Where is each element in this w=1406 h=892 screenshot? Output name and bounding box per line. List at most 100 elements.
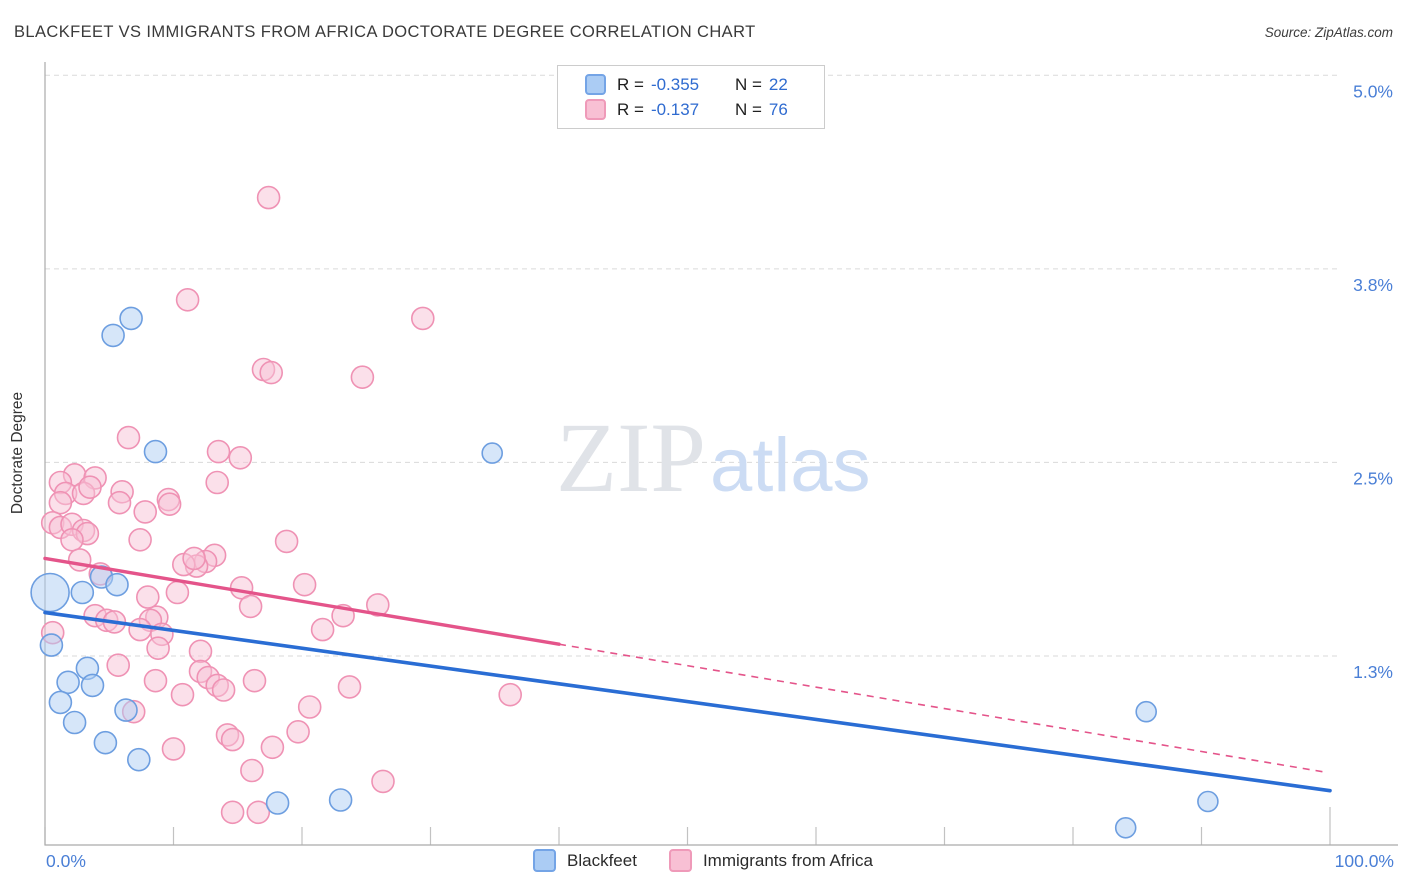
blackfeet-swatch	[585, 74, 606, 95]
data-point-africa	[260, 735, 285, 760]
data-point-blackfeet	[70, 580, 95, 605]
data-point-africa	[175, 287, 200, 312]
data-point-africa	[228, 445, 253, 470]
trend-line-blackfeet	[43, 610, 1332, 793]
watermark-atlas: atlas	[710, 423, 871, 508]
data-point-blackfeet	[119, 306, 143, 331]
data-point-blackfeet	[56, 670, 80, 695]
trend-line-africa-extension	[558, 643, 1325, 773]
chart-title: BLACKFEET VS IMMIGRANTS FROM AFRICA DOCT…	[14, 23, 756, 41]
data-point-africa	[371, 769, 395, 794]
data-point-africa	[259, 360, 284, 385]
data-point-africa	[286, 719, 310, 744]
plot-grid-layer: 5.0% 3.8% 2.5% 1.3%	[44, 62, 1398, 846]
data-point-africa	[240, 758, 264, 783]
africa-legend-swatch	[668, 849, 692, 872]
data-point-africa	[206, 439, 231, 464]
y-tick-label: 5.0%	[1353, 81, 1393, 101]
watermark: ZIPatlas	[556, 402, 871, 513]
n-value-africa: 76	[768, 99, 788, 119]
legend-row-africa: R = -0.137 N = 76	[585, 98, 812, 121]
data-point-blackfeet	[265, 791, 290, 815]
series-legend-item-africa: Immigrants from Africa	[668, 849, 873, 872]
data-point-africa	[337, 675, 362, 699]
data-point-africa	[107, 490, 132, 515]
data-point-africa	[350, 365, 375, 390]
y-tick-label: 1.3%	[1353, 662, 1393, 682]
data-point-blackfeet	[1114, 816, 1137, 839]
x-axis-label-min: 0.0%	[46, 851, 86, 871]
data-point-blackfeet	[481, 442, 504, 464]
r-label: R =	[617, 74, 644, 94]
data-point-africa	[292, 572, 317, 597]
data-point-africa	[67, 548, 92, 572]
data-point-africa	[220, 727, 245, 752]
data-point-africa	[48, 490, 73, 515]
data-point-blackfeet	[1135, 700, 1157, 723]
y-tick-label: 3.8%	[1353, 275, 1393, 295]
data-point-blackfeet	[328, 788, 353, 812]
data-point-africa	[60, 527, 84, 552]
data-point-africa	[256, 185, 281, 210]
data-point-africa	[365, 593, 390, 617]
data-point-africa	[246, 800, 271, 825]
data-point-africa	[182, 546, 206, 571]
blackfeet-legend-label: Blackfeet	[567, 850, 637, 870]
data-point-africa	[238, 594, 263, 619]
data-point-blackfeet	[80, 673, 105, 698]
africa-swatch	[585, 99, 606, 120]
data-point-blackfeet	[39, 633, 64, 657]
blackfeet-legend-swatch	[533, 849, 557, 872]
series-legend-item-blackfeet: Blackfeet	[533, 849, 637, 872]
data-point-africa	[133, 500, 157, 524]
n-value-blackfeet: 22	[768, 74, 788, 94]
data-point-africa	[143, 668, 168, 693]
data-point-africa	[242, 668, 267, 693]
data-point-africa	[211, 678, 236, 702]
source-label: Source: ZipAtlas.com	[1264, 25, 1393, 40]
data-point-africa	[146, 636, 170, 661]
data-point-africa	[220, 800, 245, 825]
data-point-blackfeet	[127, 747, 151, 772]
data-point-africa	[157, 492, 182, 517]
africa-legend-label: Immigrants from Africa	[702, 850, 873, 870]
data-point-africa	[274, 529, 299, 554]
data-point-blackfeet	[1197, 790, 1219, 813]
r-value-blackfeet: -0.355	[650, 74, 700, 94]
axis-lines	[44, 62, 1398, 846]
data-point-africa	[165, 580, 190, 605]
data-point-blackfeet	[30, 572, 70, 613]
trend-line-africa	[43, 556, 561, 646]
data-point-blackfeet	[48, 690, 73, 715]
data-point-blackfeet	[101, 323, 125, 348]
data-point-africa	[170, 682, 195, 707]
data-point-africa	[188, 639, 213, 664]
data-point-blackfeet	[143, 439, 168, 464]
data-point-africa	[106, 653, 130, 678]
watermark-zip: ZIP	[556, 402, 706, 513]
data-point-africa	[116, 425, 141, 450]
legend-row-blackfeet: R = -0.355 N = 22	[585, 73, 812, 96]
y-tick-label: 2.5%	[1353, 468, 1393, 488]
data-point-africa	[498, 682, 523, 707]
correlation-legend: R = -0.355 N = 22 R = -0.137 N = 76	[557, 65, 825, 129]
data-point-africa	[128, 617, 152, 642]
n-label: N =	[734, 74, 762, 94]
r-value-africa: -0.137	[650, 99, 700, 119]
data-point-blackfeet	[93, 730, 118, 755]
data-point-africa	[78, 475, 102, 500]
data-point-africa	[297, 695, 322, 719]
x-axis-label-max: 100.0%	[1334, 851, 1394, 871]
data-point-africa	[310, 617, 335, 642]
n-label: N =	[734, 99, 762, 119]
data-point-africa	[136, 585, 160, 609]
y-axis-title: Doctorate Degree	[9, 392, 26, 514]
data-point-blackfeet	[105, 572, 129, 597]
data-point-blackfeet	[114, 698, 138, 722]
data-point-blackfeet	[62, 710, 87, 735]
data-point-africa	[410, 306, 435, 331]
data-point-africa	[128, 527, 152, 552]
plot-data-layer	[30, 185, 1332, 839]
